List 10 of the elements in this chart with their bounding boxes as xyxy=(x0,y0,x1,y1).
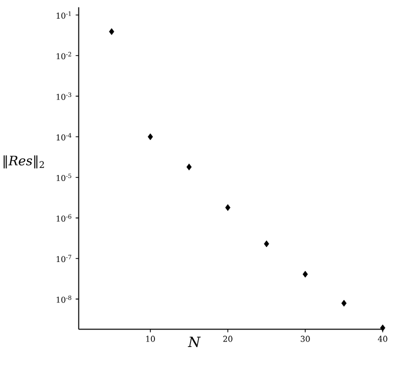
point xyxy=(109,28,114,36)
point xyxy=(380,324,386,332)
point xyxy=(186,164,192,170)
point xyxy=(341,300,347,307)
y-axis-title: ‖Res‖$_{2}$ xyxy=(4,155,44,168)
x-axis-title: N xyxy=(188,336,201,348)
point xyxy=(148,133,153,140)
point xyxy=(264,240,270,248)
point xyxy=(225,204,230,211)
point xyxy=(302,270,308,278)
